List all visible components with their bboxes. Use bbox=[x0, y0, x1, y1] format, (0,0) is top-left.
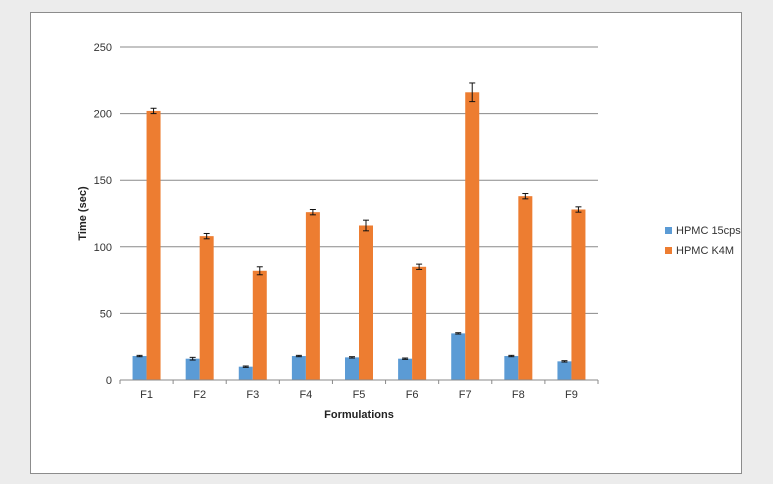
bar-hpmc-k4m bbox=[412, 266, 427, 380]
bar-hpmc-k4m bbox=[518, 196, 533, 380]
y-tick-label: 100 bbox=[94, 242, 112, 254]
legend-label: HPMC 15cps bbox=[676, 225, 741, 237]
legend-label: HPMC K4M bbox=[676, 245, 734, 257]
legend: HPMC 15cps HPMC K4M bbox=[665, 225, 741, 257]
x-tick-labels: F1 F2 F3 F4 F5 F6 F7 F8 F9 bbox=[119, 380, 599, 401]
x-tick-label: F6 bbox=[406, 389, 419, 401]
error-bars bbox=[136, 82, 582, 368]
bar-hpmc-k4m bbox=[465, 92, 480, 381]
y-tick-labels: 0 50 100 150 200 250 bbox=[94, 42, 112, 387]
legend-swatch bbox=[665, 227, 672, 234]
bar-hpmc-k4m bbox=[146, 110, 161, 380]
bar-hpmc-15cps bbox=[504, 356, 519, 380]
x-tick-label: F8 bbox=[512, 389, 525, 401]
x-tick-label: F2 bbox=[193, 389, 206, 401]
bar-hpmc-15cps bbox=[398, 358, 413, 380]
bar-hpmc-k4m bbox=[252, 270, 267, 380]
y-tick-label: 0 bbox=[106, 375, 112, 387]
x-tick-label: F9 bbox=[565, 389, 578, 401]
bar-hpmc-15cps bbox=[557, 361, 572, 380]
x-tick-label: F7 bbox=[459, 389, 472, 401]
y-axis-title: Time (sec) bbox=[77, 186, 89, 241]
bar-hpmc-15cps bbox=[345, 357, 359, 380]
bar-hpmc-15cps bbox=[238, 366, 253, 380]
y-tick-label: 250 bbox=[94, 42, 112, 54]
bar-hpmc-15cps bbox=[291, 356, 306, 380]
y-tick-label: 50 bbox=[100, 308, 112, 320]
x-tick-label: F1 bbox=[140, 389, 153, 401]
y-tick-label: 200 bbox=[94, 109, 112, 121]
x-tick-label: F4 bbox=[299, 389, 312, 401]
bar-hpmc-15cps bbox=[132, 356, 147, 380]
bar-hpmc-k4m bbox=[571, 209, 586, 380]
y-tick-label: 150 bbox=[94, 175, 112, 187]
bar-hpmc-k4m bbox=[305, 212, 320, 380]
legend-swatch bbox=[665, 247, 672, 254]
bar-hpmc-15cps bbox=[451, 333, 466, 380]
x-axis-title: Formulations bbox=[324, 409, 394, 421]
x-tick-label: F5 bbox=[353, 389, 366, 401]
x-tick-label: F3 bbox=[246, 389, 259, 401]
bar-hpmc-15cps bbox=[185, 358, 200, 380]
bar-hpmc-k4m bbox=[359, 225, 373, 380]
bar-hpmc-k4m bbox=[199, 236, 214, 380]
bars bbox=[132, 92, 586, 381]
